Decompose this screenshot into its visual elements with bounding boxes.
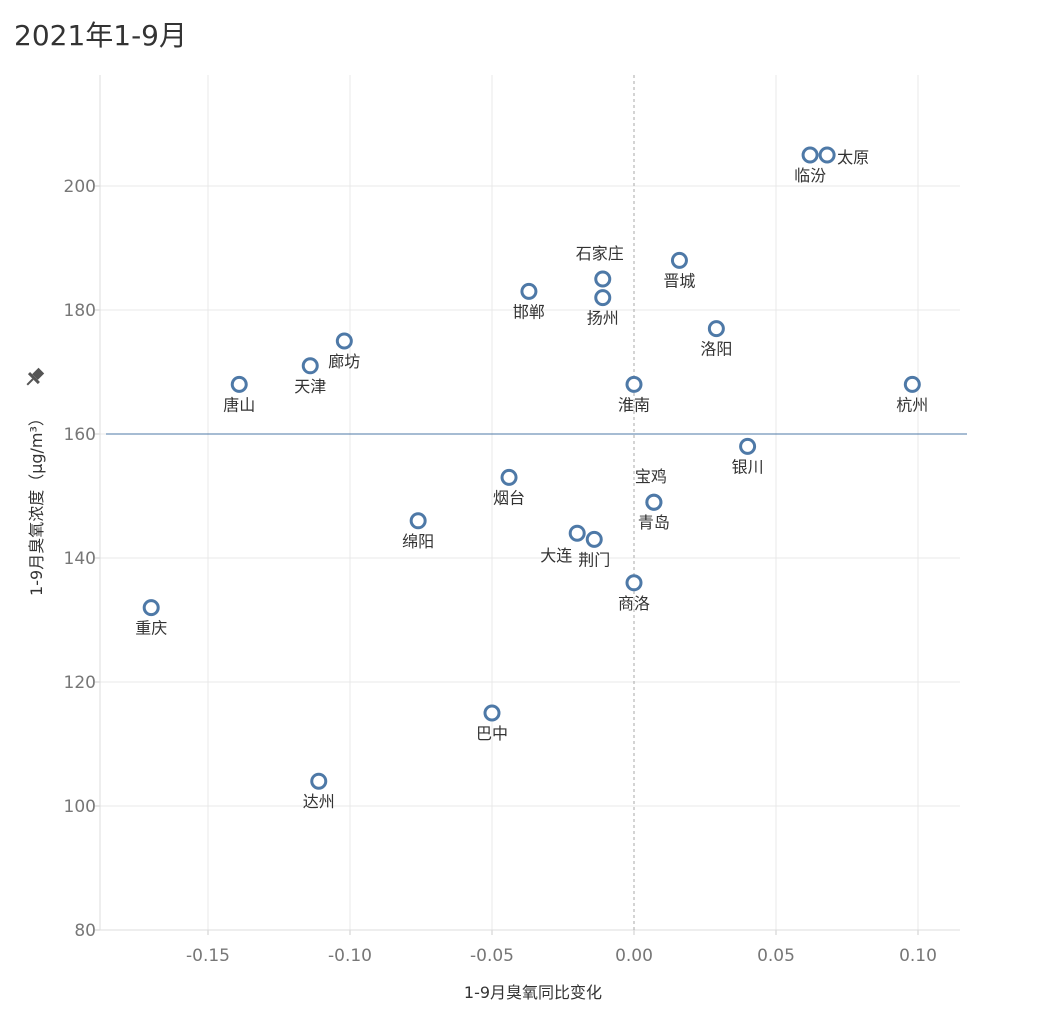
data-point[interactable] xyxy=(645,493,663,511)
y-tick-label: 80 xyxy=(74,921,96,941)
data-point[interactable] xyxy=(301,357,319,375)
data-point[interactable] xyxy=(335,332,353,350)
data-point[interactable] xyxy=(310,772,328,790)
point-label: 临汾 xyxy=(794,166,826,185)
axes: -0.15 -0.10 -0.05 0.00 0.05 0.10 80 100 120 140 16… xyxy=(64,75,960,966)
data-point[interactable] xyxy=(230,375,248,393)
point-label: 杭州 xyxy=(896,395,928,414)
data-point[interactable] xyxy=(739,437,757,455)
reference-lines xyxy=(106,75,967,930)
x-tick-label: 0.05 xyxy=(757,946,795,966)
data-point[interactable] xyxy=(594,270,612,288)
point-label: 巴中 xyxy=(476,724,508,743)
y-tick-label: 160 xyxy=(64,425,96,445)
point-label: 商洛 xyxy=(618,594,650,613)
data-point[interactable] xyxy=(483,704,501,722)
data-point[interactable] xyxy=(801,146,819,164)
data-point[interactable] xyxy=(818,146,836,164)
point-label: 荆门 xyxy=(578,550,610,569)
x-axis-title: 1-9月臭氧同比变化 xyxy=(464,983,602,1002)
chart-title: 2021年1-9月 xyxy=(14,19,187,52)
data-point[interactable] xyxy=(568,524,586,542)
point-label: 洛阳 xyxy=(700,340,732,359)
x-tick-label: -0.10 xyxy=(328,946,372,966)
point-label: 唐山 xyxy=(223,395,255,414)
point-label: 淮南 xyxy=(618,395,650,414)
point-label: 宝鸡 xyxy=(635,467,667,486)
point-label: 银川 xyxy=(732,457,764,476)
point-label: 太原 xyxy=(837,148,869,167)
grid-lines xyxy=(100,75,960,930)
data-point[interactable] xyxy=(707,320,725,338)
data-point[interactable] xyxy=(520,282,538,300)
data-point[interactable] xyxy=(500,468,518,486)
y-tick-label: 120 xyxy=(64,673,96,693)
point-label: 邯郸 xyxy=(513,302,545,321)
data-point[interactable] xyxy=(903,375,921,393)
x-tick-label: -0.05 xyxy=(470,946,514,966)
data-point[interactable] xyxy=(594,289,612,307)
data-point[interactable] xyxy=(670,251,688,269)
pin-icon[interactable] xyxy=(22,366,46,390)
y-axis-title: 1-9月臭氧浓度（μg/m³） xyxy=(27,410,46,596)
y-tick-label: 200 xyxy=(64,177,96,197)
x-tick-label: 0.00 xyxy=(615,946,653,966)
point-label: 达州 xyxy=(303,792,335,811)
point-label: 晋城 xyxy=(663,271,695,290)
point-label: 廊坊 xyxy=(328,352,360,371)
y-tick-label: 140 xyxy=(64,549,96,569)
data-point[interactable] xyxy=(409,512,427,530)
y-tick-label: 180 xyxy=(64,301,96,321)
data-point[interactable] xyxy=(142,599,160,617)
point-label: 天津 xyxy=(294,377,326,396)
point-label: 大连 xyxy=(540,546,572,565)
point-label: 扬州 xyxy=(587,309,619,328)
data-point[interactable] xyxy=(625,375,643,393)
point-label: 烟台 xyxy=(493,488,525,507)
data-point[interactable] xyxy=(585,530,603,548)
y-tick-label: 100 xyxy=(64,797,96,817)
point-label: 青岛 xyxy=(638,513,670,532)
point-label: 石家庄 xyxy=(576,244,624,263)
point-label: 重庆 xyxy=(135,619,167,638)
data-point[interactable] xyxy=(625,574,643,592)
data-points xyxy=(142,146,921,790)
x-tick-label: 0.10 xyxy=(899,946,937,966)
point-label: 绵阳 xyxy=(402,532,434,551)
x-tick-label: -0.15 xyxy=(186,946,230,966)
